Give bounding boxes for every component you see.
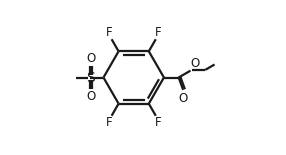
Text: O: O: [178, 92, 188, 105]
Text: O: O: [87, 90, 96, 103]
Text: F: F: [155, 116, 162, 129]
Text: F: F: [106, 26, 112, 39]
Text: O: O: [87, 52, 96, 65]
Text: O: O: [191, 57, 200, 70]
Text: F: F: [106, 116, 112, 129]
Text: S: S: [86, 71, 95, 84]
Text: F: F: [155, 26, 162, 39]
